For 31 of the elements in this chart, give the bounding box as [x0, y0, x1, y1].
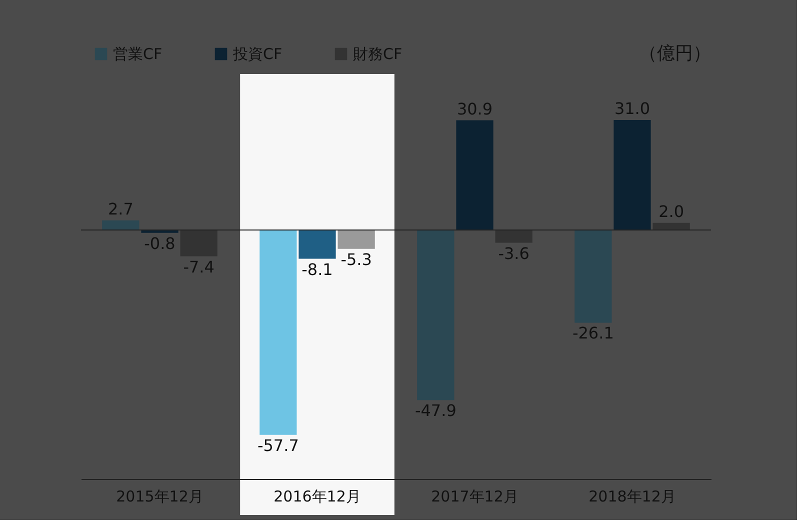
data-label: -7.4 [183, 257, 214, 276]
bar [298, 230, 336, 259]
bar [260, 230, 297, 435]
data-label: -0.8 [144, 234, 176, 253]
bar [574, 230, 612, 323]
bar [652, 222, 690, 230]
bar [614, 120, 651, 230]
data-label: 31.0 [614, 98, 650, 118]
x-tick-label: 2016年12月 [274, 488, 361, 506]
data-label: -3.6 [498, 244, 530, 263]
bar [495, 230, 532, 243]
bar [417, 230, 454, 400]
x-tick-label: 2018年12月 [588, 488, 676, 506]
legend-label: 投資CF [232, 45, 282, 63]
data-label: -8.1 [302, 260, 333, 279]
data-label: 2.0 [658, 202, 684, 221]
bar [180, 230, 218, 256]
data-label: -5.3 [340, 250, 372, 269]
x-tick-label: 2015年12月 [116, 488, 204, 506]
data-label: -47.9 [414, 401, 456, 420]
data-label: 2.7 [108, 199, 134, 218]
legend-label: 財務CF [353, 45, 402, 63]
x-tick-label: 2017年12月 [431, 488, 518, 506]
bar [338, 230, 375, 249]
y-axis-title: （億円） [639, 43, 711, 64]
data-label: -26.1 [572, 324, 614, 343]
data-label: 30.9 [456, 99, 493, 118]
data-label: -57.7 [257, 436, 299, 455]
bar [456, 120, 494, 230]
bar [102, 220, 140, 230]
legend-label: 営業CF [113, 45, 162, 63]
